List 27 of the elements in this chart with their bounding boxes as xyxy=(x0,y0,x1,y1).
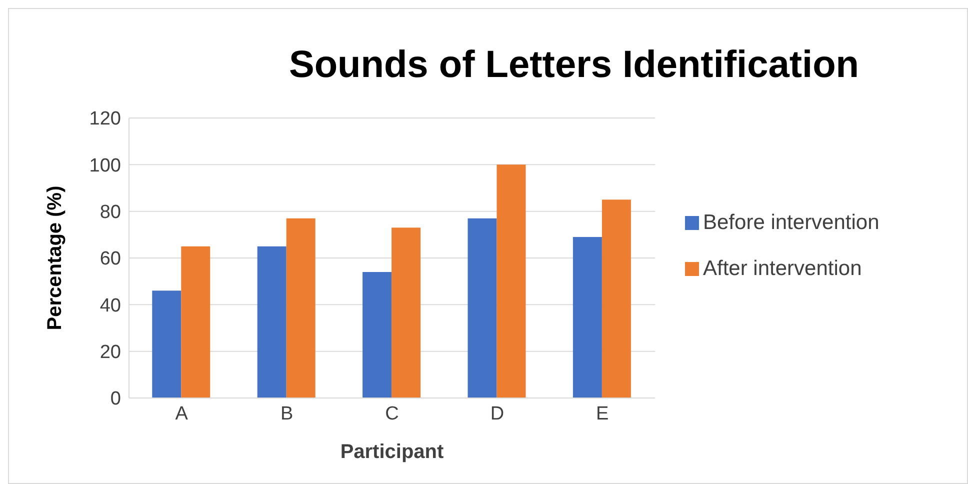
bar xyxy=(257,246,286,398)
bar xyxy=(152,290,182,398)
bar xyxy=(181,246,210,398)
x-tick-label: C xyxy=(385,403,399,424)
chart-title: Sounds of Letters Identification xyxy=(288,44,860,87)
bar xyxy=(468,218,497,398)
bar xyxy=(362,272,392,398)
x-tick-label: D xyxy=(490,403,504,424)
bar xyxy=(572,237,602,398)
y-tick-label: 120 xyxy=(89,108,121,130)
bar xyxy=(286,218,316,398)
bar xyxy=(602,200,631,398)
x-axis-title: Participant xyxy=(340,441,444,463)
legend-label: After intervention xyxy=(703,257,862,280)
y-tick-label: 40 xyxy=(100,295,121,316)
y-tick-label: 60 xyxy=(100,248,121,270)
bar xyxy=(392,228,421,398)
y-tick-label: 100 xyxy=(89,155,121,176)
y-tick-label: 80 xyxy=(100,202,121,224)
x-tick-label: E xyxy=(596,403,609,424)
y-tick-label: 0 xyxy=(110,388,121,410)
x-tick-label: B xyxy=(280,403,294,424)
bar xyxy=(496,164,526,398)
y-axis-title: Percentage (%) xyxy=(44,186,66,330)
legend-label: Before intervention xyxy=(703,211,880,234)
y-tick-label: 20 xyxy=(100,342,121,364)
x-tick-label: A xyxy=(175,403,188,424)
